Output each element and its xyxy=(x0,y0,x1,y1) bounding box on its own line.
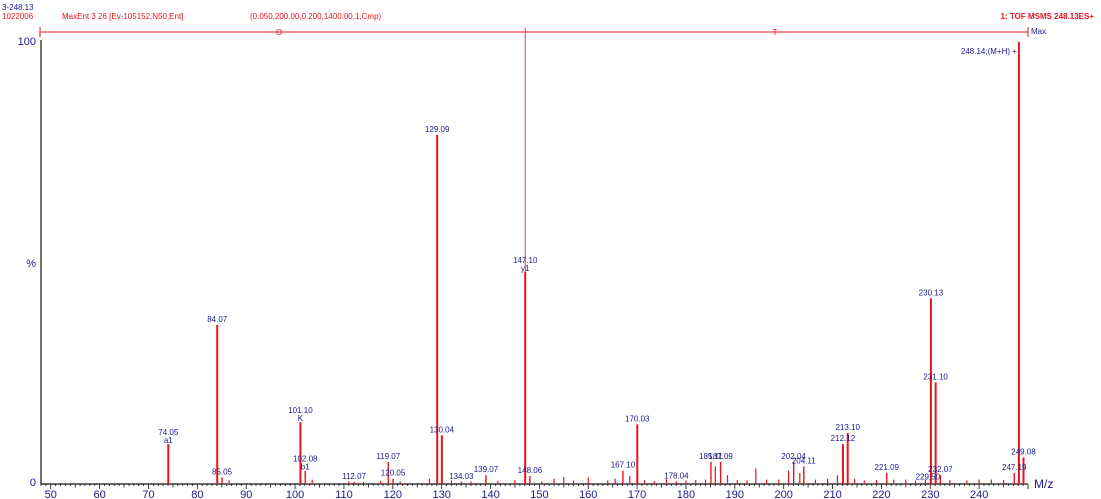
x-tick-label: 160 xyxy=(579,489,597,499)
peak-label: 230.13 xyxy=(919,288,944,297)
y-label-0: 0 xyxy=(30,477,36,489)
x-tick-label: 50 xyxy=(45,489,57,499)
x-axis-label: M/z xyxy=(1034,477,1053,491)
x-tick-label: 120 xyxy=(384,489,402,499)
x-tick-label: 190 xyxy=(726,489,744,499)
x-ticks: 50 60 70 80 90 100 110 120 130 140 150 160 170 180 190… xyxy=(40,484,1029,499)
sample-date-label: 1022006 xyxy=(2,12,34,21)
peak-label: 84.07 xyxy=(207,315,228,324)
marker-o: O xyxy=(276,28,282,37)
x-tick-label: 200 xyxy=(775,489,793,499)
peak-label: 101.10 xyxy=(288,406,313,415)
peak-label: 148.06 xyxy=(518,466,543,475)
peak-label: 167.10 xyxy=(611,461,636,470)
peak-label: 249.08 xyxy=(1011,447,1036,456)
x-tick-label: 140 xyxy=(481,489,499,499)
peak-label: 202.04 xyxy=(781,452,806,461)
peak-label: 204.11 xyxy=(792,456,816,465)
instrument-info-label: 1: TOF MSMS 248.13ES+ xyxy=(1001,12,1095,21)
peak-label: 212.12 xyxy=(831,434,856,443)
processing-params-label: (0.050,200.00,0.200,1400.00,1,Cmp) xyxy=(250,12,382,21)
peak-label: 147.10 xyxy=(513,256,538,265)
peak-label: 134.03 xyxy=(449,472,474,481)
x-tick-label: 100 xyxy=(286,489,304,499)
y-label-100: 100 xyxy=(18,36,36,48)
peak-label: 120.05 xyxy=(381,469,406,478)
x-tick-label: 80 xyxy=(191,489,203,499)
x-tick-label: 180 xyxy=(677,489,695,499)
peak-label: 213.10 xyxy=(835,423,860,432)
marker-t: T xyxy=(773,28,778,37)
max-label: Max xyxy=(1031,27,1046,36)
x-tick-label: 220 xyxy=(872,489,890,499)
peak-label: 185.11 xyxy=(699,452,723,461)
peak-ion-label: b1 xyxy=(301,463,310,472)
x-tick-label: 70 xyxy=(142,489,154,499)
peak-label: 112.07 xyxy=(342,472,366,481)
x-tick-label: 210 xyxy=(823,489,841,499)
peak-label: 129.09 xyxy=(425,125,450,134)
y-label-percent: % xyxy=(26,258,36,270)
peak-label: 178.04 xyxy=(664,471,689,480)
peak-label: 130.04 xyxy=(430,425,455,434)
peak-label: 187.09 xyxy=(708,452,733,461)
peak-label: 221.09 xyxy=(875,463,900,472)
peak-ion-label: y1 xyxy=(521,264,530,273)
peak-ion-label: K xyxy=(298,414,304,423)
peak-label: 102.08 xyxy=(293,455,318,464)
peak-label: 170.03 xyxy=(625,414,650,423)
sample-mass-label: 3-248.13 xyxy=(2,3,34,12)
x-tick-label: 110 xyxy=(335,489,353,499)
peak-label: 231.10 xyxy=(923,372,948,381)
peak-ion-label: a1 xyxy=(164,436,173,445)
peak-label: 229.50 xyxy=(916,473,941,482)
x-tick-label: 130 xyxy=(432,489,450,499)
peaks-layer xyxy=(167,42,1025,484)
scan-info-label: MaxEnt 3 26 [Ev-105152,N50,Ent] xyxy=(62,12,183,21)
x-tick-label: 230 xyxy=(921,489,939,499)
x-tick-label: 150 xyxy=(530,489,548,499)
peak-label: 139.07 xyxy=(474,465,499,474)
peak-label: 247.19 xyxy=(1002,463,1027,472)
x-tick-label: 170 xyxy=(628,489,646,499)
peak-label: 85.05 xyxy=(212,467,233,476)
x-tick-label: 90 xyxy=(240,489,252,499)
peak-label: 232.07 xyxy=(928,465,953,474)
base-peak-label: 248.14;(M+H) + xyxy=(961,47,1017,56)
x-tick-label: 60 xyxy=(94,489,106,499)
peak-label: 119.07 xyxy=(376,452,400,461)
x-tick-label: 240 xyxy=(970,489,988,499)
peak-label: 74.05 xyxy=(158,428,179,437)
